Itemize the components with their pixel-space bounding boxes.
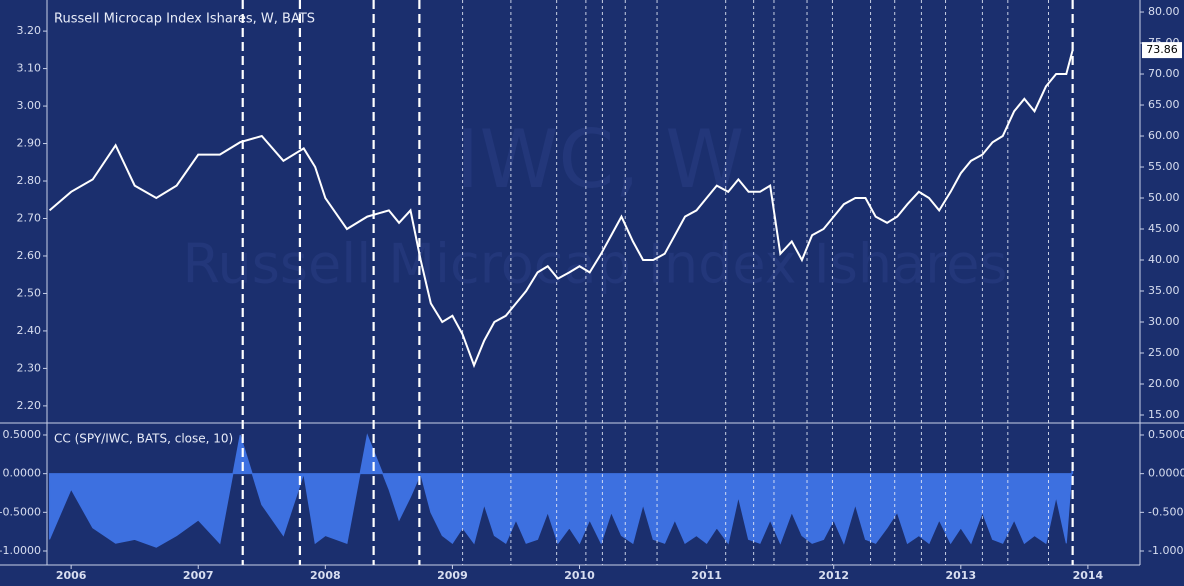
watermark: IWC, W	[456, 113, 745, 206]
y-tick-label: 65.00	[1148, 98, 1180, 111]
y-tick-label: 2.80	[17, 174, 42, 187]
x-tick-label: 2014	[1073, 569, 1104, 582]
y-tick-label: 70.00	[1148, 67, 1180, 80]
price-line	[48, 49, 1074, 369]
y-tick-label: -0.5000	[1148, 505, 1184, 518]
y-tick-label: 3.00	[17, 99, 42, 112]
y-tick-label: 0.5000	[1148, 428, 1184, 441]
x-tick-label: 2010	[564, 569, 595, 582]
y-tick-label: -1.0000	[1148, 544, 1184, 557]
y-tick-label: 25.00	[1148, 346, 1180, 359]
y-tick-label: 0.0000	[3, 467, 42, 480]
y-tick-label: 60.00	[1148, 129, 1180, 142]
x-tick-label: 2011	[691, 569, 722, 582]
y-tick-label: 3.20	[17, 24, 42, 37]
x-tick-label: 2008	[310, 569, 341, 582]
y-tick-label: 45.00	[1148, 222, 1180, 235]
y-tick-label: 0.5000	[3, 428, 42, 441]
x-tick-label: 2012	[818, 569, 849, 582]
x-tick-label: 2006	[56, 569, 87, 582]
y-tick-label: 2.70	[17, 211, 42, 224]
chart-title: Russell Microcap Index Ishares, W, BATS	[54, 12, 315, 27]
y-tick-label: 50.00	[1148, 191, 1180, 204]
y-tick-label: 2.20	[17, 399, 42, 412]
last-value-box	[1142, 42, 1182, 59]
x-tick-label: 2013	[945, 569, 976, 582]
y-tick-label: 2.60	[17, 249, 42, 262]
y-tick-label: -0.5000	[0, 505, 41, 518]
y-tick-label: 2.50	[17, 286, 42, 299]
last-value-label: 73.86	[1146, 43, 1178, 56]
x-tick-label: 2007	[183, 569, 214, 582]
y-tick-label: 20.00	[1148, 377, 1180, 390]
y-tick-label: 2.40	[17, 324, 42, 337]
y-tick-label: 2.30	[17, 361, 42, 374]
correlation-area	[49, 433, 1074, 548]
y-tick-label: 40.00	[1148, 253, 1180, 266]
y-tick-label: 35.00	[1148, 284, 1180, 297]
y-tick-label: 15.00	[1148, 408, 1180, 421]
x-tick-label: 2009	[437, 569, 468, 582]
y-tick-label: 80.00	[1148, 5, 1180, 18]
y-tick-label: 2.90	[17, 137, 42, 150]
y-tick-label: 3.10	[17, 62, 42, 75]
y-tick-label: 30.00	[1148, 315, 1180, 328]
y-tick-label: 0.0000	[1148, 467, 1184, 480]
y-tick-label: 55.00	[1148, 160, 1180, 173]
y-tick-label: -1.0000	[0, 544, 41, 557]
indicator-title: CC (SPY/IWC, BATS, close, 10)	[54, 432, 233, 446]
